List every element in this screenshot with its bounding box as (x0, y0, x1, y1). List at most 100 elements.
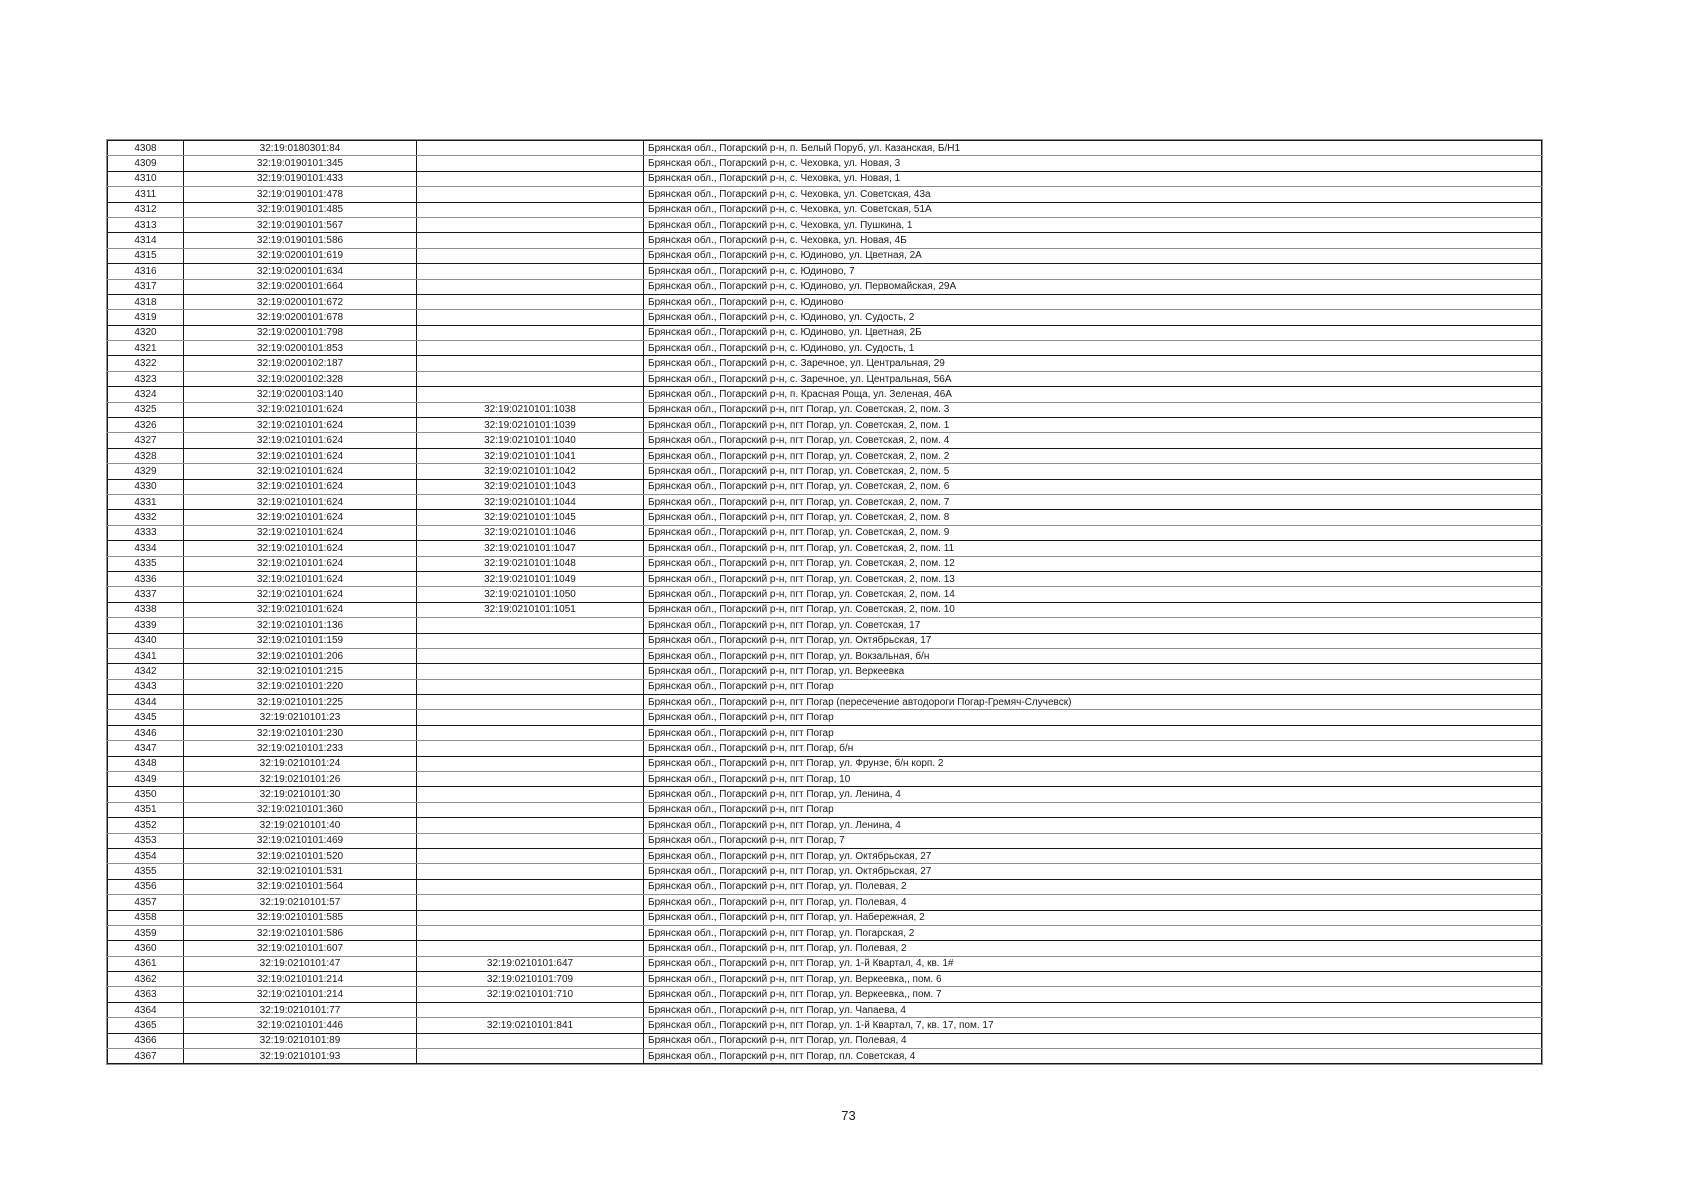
row-number-cell: 4349 (107, 771, 184, 788)
address-cell: Брянская обл., Погарский р-н, пгт Погар,… (643, 910, 1542, 926)
row-number-cell: 4316 (107, 263, 184, 280)
cadastral-primary-cell: 32:19:0210101:531 (183, 863, 417, 880)
address-cell: Брянская обл., Погарский р-н, пгт Погар,… (643, 525, 1542, 542)
cadastral-secondary-cell (416, 756, 644, 773)
row-number-cell: 4357 (107, 894, 184, 911)
address-cell: Брянская обл., Погарский р-н, пгт Погар,… (643, 432, 1542, 449)
cadastral-secondary-cell: 32:19:0210101:1043 (416, 479, 644, 495)
table-row: 4345 32:19:0210101:23 Брянская обл., Погар… (107, 709, 1542, 726)
row-number-cell: 4363 (107, 986, 184, 1003)
table-row: 4332 32:19:0210101:624 32:19:0210101:1045 Б… (107, 509, 1542, 526)
row-number-cell: 4359 (107, 925, 184, 942)
cadastral-secondary-cell (416, 171, 644, 188)
row-number-cell: 4351 (107, 802, 184, 819)
row-number-cell: 4317 (107, 279, 184, 295)
row-number-cell: 4324 (107, 386, 184, 403)
cadastral-primary-cell: 32:19:0200101:664 (183, 279, 417, 295)
cadastral-secondary-cell (416, 1002, 644, 1019)
table-row: 4340 32:19:0210101:159 Брянская обл., Пога… (107, 633, 1542, 649)
table-row: 4358 32:19:0210101:585 Брянская обл., Пога… (107, 910, 1542, 926)
table-row: 4334 32:19:0210101:624 32:19:0210101:1047 Б… (107, 540, 1542, 557)
cadastral-secondary-cell (416, 386, 644, 403)
table-row: 4313 32:19:0190101:567 Брянская обл., Пога… (107, 217, 1542, 234)
row-number-cell: 4336 (107, 571, 184, 588)
cadastral-secondary-cell (416, 140, 644, 157)
cadastral-primary-cell: 32:19:0200101:798 (183, 325, 417, 342)
row-number-cell: 4318 (107, 294, 184, 311)
table-row: 4348 32:19:0210101:24 Брянская обл., Погар… (107, 756, 1542, 773)
address-cell: Брянская обл., Погарский р-н, п. Красная… (643, 386, 1542, 403)
table-row: 4350 32:19:0210101:30 Брянская обл., Погар… (107, 786, 1542, 803)
cadastral-secondary-cell (416, 248, 644, 265)
cadastral-primary-cell: 32:19:0210101:159 (183, 633, 417, 649)
table-row: 4354 32:19:0210101:520 Брянская обл., Пога… (107, 848, 1542, 865)
row-number-cell: 4321 (107, 340, 184, 357)
cadastral-primary-cell: 32:19:0210101:215 (183, 663, 417, 680)
row-number-cell: 4358 (107, 910, 184, 926)
address-cell: Брянская обл., Погарский р-н, пгт Погар,… (643, 986, 1542, 1003)
address-cell: Брянская обл., Погарский р-н, пгт Погар,… (643, 494, 1542, 511)
table-row: 4365 32:19:0210101:446 32:19:0210101:841 Бр… (107, 1017, 1542, 1034)
row-number-cell: 4344 (107, 694, 184, 711)
cadastral-primary-cell: 32:19:0190101:567 (183, 217, 417, 234)
cadastral-primary-cell: 32:19:0210101:220 (183, 679, 417, 696)
cadastral-primary-cell: 32:19:0210101:47 (183, 956, 417, 973)
cadastral-secondary-cell (416, 663, 644, 680)
cadastral-primary-cell: 32:19:0210101:624 (183, 494, 417, 511)
table-row: 4343 32:19:0210101:220 Брянская обл., Пога… (107, 679, 1542, 696)
row-number-cell: 4309 (107, 155, 184, 172)
cadastral-primary-cell: 32:19:0210101:23 (183, 709, 417, 726)
cadastral-secondary-cell (416, 879, 644, 896)
address-cell: Брянская обл., Погарский р-н, пгт Погар,… (643, 771, 1542, 788)
row-number-cell: 4342 (107, 663, 184, 680)
address-cell: Брянская обл., Погарский р-н, пгт Погар,… (643, 648, 1542, 665)
row-number-cell: 4332 (107, 509, 184, 526)
cadastral-secondary-cell (416, 263, 644, 280)
address-cell: Брянская обл., Погарский р-н, пгт Погар,… (643, 1017, 1542, 1034)
table-row: 4315 32:19:0200101:619 Брянская обл., Пога… (107, 248, 1542, 265)
address-cell: Брянская обл., Погарский р-н, пгт Погар,… (643, 663, 1542, 680)
cadastral-secondary-cell: 32:19:0210101:647 (416, 956, 644, 973)
table-row: 4366 32:19:0210101:89 Брянская обл., Погар… (107, 1033, 1542, 1050)
table-row: 4310 32:19:0190101:433 Брянская обл., Пога… (107, 171, 1542, 188)
table-row: 4337 32:19:0210101:624 32:19:0210101:1050 Б… (107, 586, 1542, 603)
cadastral-primary-cell: 32:19:0210101:206 (183, 648, 417, 665)
cadastral-primary-cell: 32:19:0210101:26 (183, 771, 417, 788)
address-cell: Брянская обл., Погарский р-н, с. Чеховка… (643, 186, 1542, 203)
row-number-cell: 4367 (107, 1048, 184, 1065)
address-cell: Брянская обл., Погарский р-н, пгт Погар,… (643, 1033, 1542, 1050)
cadastral-secondary-cell (416, 1033, 644, 1050)
cadastral-primary-cell: 32:19:0210101:24 (183, 756, 417, 773)
row-number-cell: 4356 (107, 879, 184, 896)
cadastral-primary-cell: 32:19:0210101:624 (183, 509, 417, 526)
table-row: 4335 32:19:0210101:624 32:19:0210101:1048 Б… (107, 556, 1542, 572)
address-cell: Брянская обл., Погарский р-н, п. Белый П… (643, 140, 1542, 157)
row-number-cell: 4343 (107, 679, 184, 696)
cadastral-primary-cell: 32:19:0210101:624 (183, 586, 417, 603)
cadastral-primary-cell: 32:19:0210101:214 (183, 986, 417, 1003)
cadastral-secondary-cell (416, 186, 644, 203)
row-number-cell: 4355 (107, 863, 184, 880)
table-row: 4327 32:19:0210101:624 32:19:0210101:1040 Б… (107, 432, 1542, 449)
row-number-cell: 4330 (107, 479, 184, 495)
cadastral-primary-cell: 32:19:0210101:446 (183, 1017, 417, 1034)
table-row: 4318 32:19:0200101:672 Брянская обл., Пога… (107, 294, 1542, 311)
cadastral-secondary-cell: 32:19:0210101:841 (416, 1017, 644, 1034)
cadastral-primary-cell: 32:19:0210101:624 (183, 602, 417, 619)
cadastral-primary-cell: 32:19:0190101:485 (183, 202, 417, 218)
address-cell: Брянская обл., Погарский р-н, пгт Погар,… (643, 817, 1542, 834)
cadastral-primary-cell: 32:19:0210101:624 (183, 525, 417, 542)
address-cell: Брянская обл., Погарский р-н, с. Юдиново (643, 294, 1542, 311)
cadastral-secondary-cell (416, 232, 644, 249)
row-number-cell: 4333 (107, 525, 184, 542)
cadastral-primary-cell: 32:19:0210101:564 (183, 879, 417, 896)
address-cell: Брянская обл., Погарский р-н, пгт Погар,… (643, 463, 1542, 480)
cadastral-secondary-cell (416, 1048, 644, 1065)
address-cell: Брянская обл., Погарский р-н, пгт Погар,… (643, 602, 1542, 619)
row-number-cell: 4311 (107, 186, 184, 203)
cadastral-primary-cell: 32:19:0210101:624 (183, 479, 417, 495)
address-cell: Брянская обл., Погарский р-н, с. Чеховка… (643, 217, 1542, 234)
row-number-cell: 4315 (107, 248, 184, 265)
cadastral-primary-cell: 32:19:0180301:84 (183, 140, 417, 157)
